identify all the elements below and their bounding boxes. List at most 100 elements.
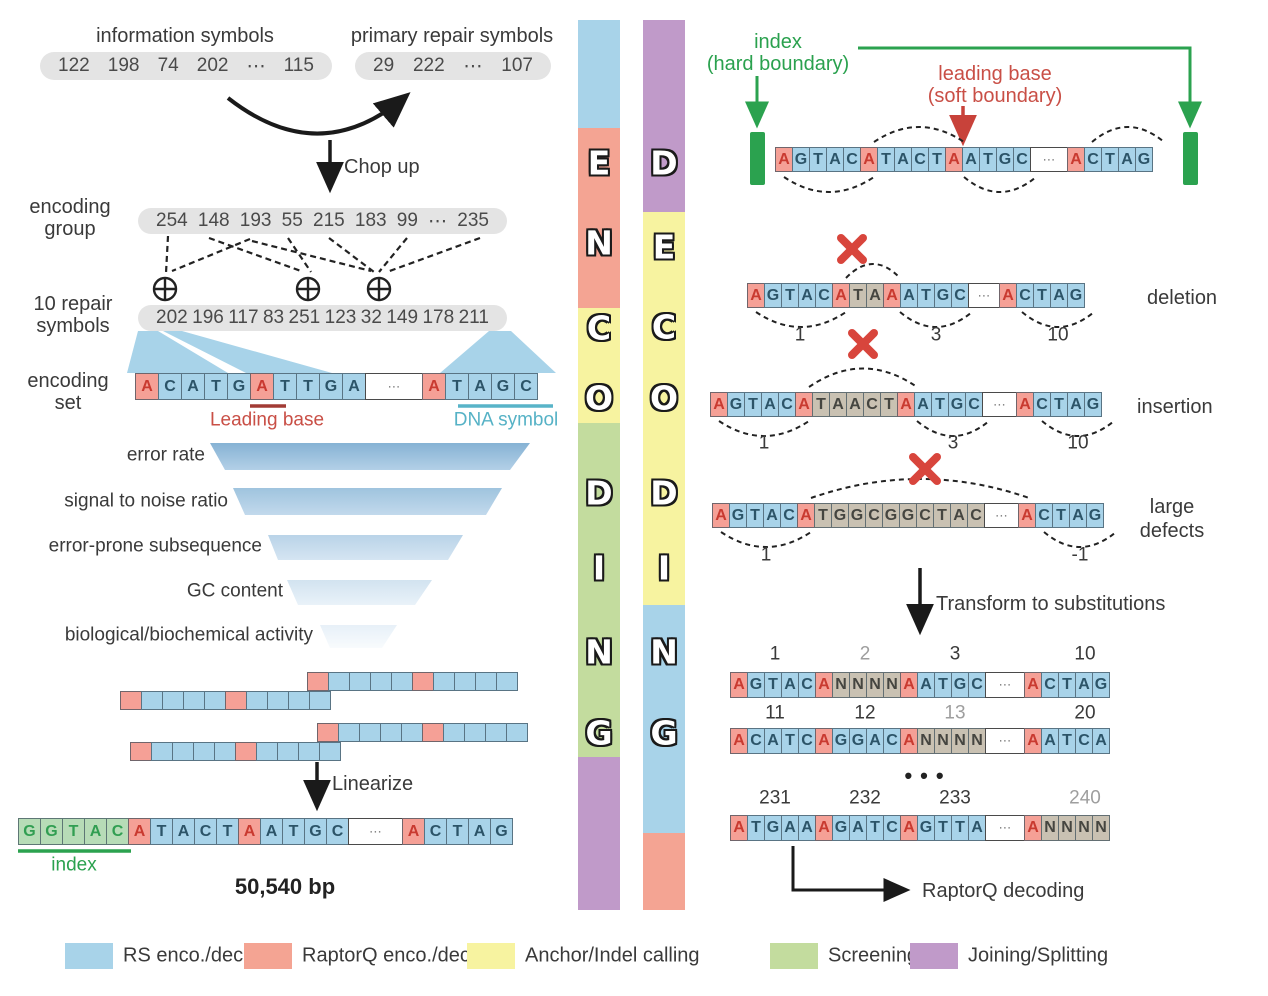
dna-cell: A [798, 283, 816, 308]
dna-cell: T [933, 503, 951, 528]
dna-cell [443, 723, 465, 742]
dna-cell: C [967, 503, 985, 528]
dna-cell: T [1101, 147, 1119, 172]
pill-number: 222 [412, 55, 445, 76]
pill-number: 196 [192, 307, 224, 328]
dna-cell [401, 723, 423, 742]
text-label: 233 [939, 787, 971, 809]
hard-boundary-bar [750, 132, 1198, 185]
linearized-strand: G G T A C A T A C T A A T G C ⋯ A C T A G [18, 818, 513, 845]
dna-cell: N [1092, 815, 1110, 841]
dna-cell [433, 672, 455, 691]
dna-cell: A [468, 373, 492, 400]
dna-cell: A [1092, 728, 1110, 754]
encoding-bar-letter: C [586, 308, 612, 348]
dna-cell: N [917, 728, 935, 754]
dna-cell: C [1035, 503, 1053, 528]
decoding-bar-letter: O [649, 378, 679, 418]
dna-cell: A [747, 283, 765, 308]
decoding-bar-letter: N [650, 632, 678, 672]
dna-cell: A [260, 818, 283, 845]
text-label: Leading base [209, 409, 325, 431]
dna-cell: C [951, 283, 969, 308]
substitution-1-strand: A G T A C A N N N N A A T G C ⋯ A C T A G [730, 672, 1110, 698]
dna-cell: A [798, 815, 816, 841]
pill-number: 235 [457, 210, 489, 231]
dna-cell: N [1058, 815, 1076, 841]
decoding-bar-segment [643, 605, 685, 833]
text-label: symbols [36, 315, 110, 337]
text-label: 1 [760, 544, 772, 566]
dna-cell [204, 691, 226, 710]
dna-cell [162, 691, 184, 710]
dna-cell: A [181, 373, 205, 400]
dna-cell [183, 691, 205, 710]
dna-cell: T [866, 815, 884, 841]
dna-cell [349, 672, 371, 691]
dna-cell: A [84, 818, 107, 845]
dna-cell [246, 691, 268, 710]
pill-number: 122 [58, 55, 90, 76]
dna-cell: C [968, 672, 986, 698]
legend-label: RS enco./deco. [123, 944, 260, 967]
dna-cell [277, 742, 299, 761]
dna-cell: C [747, 728, 765, 754]
decoding-bar-letter: D [650, 473, 678, 513]
dna-cell [391, 672, 413, 691]
dna-cell: C [158, 373, 182, 400]
dna-cell: C [815, 283, 833, 308]
dna-gap-cell: ⋯ [985, 728, 1025, 754]
dna-cell [454, 672, 476, 691]
dna-cell [130, 742, 152, 761]
dna-cell: A [135, 373, 159, 400]
dna-cell: T [1058, 672, 1076, 698]
xor-connector-lines [164, 235, 481, 274]
text-label: Transform to substitutions [936, 593, 1166, 615]
text-label: (soft boundary) [927, 85, 1063, 107]
substitution-2-strand: A C A T C A G G A C A N N N N ⋯ A A T C A [730, 728, 1110, 754]
dna-cell: A [764, 728, 782, 754]
pill-number: 117 [228, 307, 259, 328]
pill-number: 198 [107, 55, 140, 76]
dna-cell: G [227, 373, 251, 400]
pill-number: 149 [386, 307, 419, 328]
decoding-bar-letter: D [650, 143, 678, 183]
legend-label: Anchor/Indel calling [525, 944, 700, 967]
text-label: 10 repair [33, 293, 113, 315]
pill-number: ⋯ [463, 55, 483, 77]
pill-number: 202 [156, 307, 188, 328]
dna-cell [214, 742, 236, 761]
text-label: 1 [769, 643, 781, 665]
encoding-bar-letter: O [584, 378, 614, 418]
dna-cell: A [849, 815, 867, 841]
dna-cell: C [865, 503, 883, 528]
legend-swatch [467, 943, 515, 969]
index-elbow-arrow [858, 46, 1202, 129]
dna-cell [235, 742, 257, 761]
dna-cell: T [1033, 283, 1051, 308]
text-label: index [754, 31, 802, 53]
dna-cell: C [1075, 728, 1093, 754]
dna-cell: C [916, 503, 934, 528]
pill-number: 99 [396, 210, 418, 231]
dna-cell [485, 723, 507, 742]
dna-cell [172, 742, 194, 761]
text-label: index [51, 854, 97, 876]
dna-cell: T [445, 373, 469, 400]
dna-cell: G [882, 503, 900, 528]
dna-cell [193, 742, 215, 761]
dna-cell: A [968, 815, 986, 841]
pill-number: 107 [501, 55, 533, 76]
text-label: group [44, 218, 96, 240]
legend-label: RaptorQ enco./deco. [302, 944, 487, 967]
text-label: set [54, 392, 82, 414]
dna-cell: A [250, 373, 274, 400]
text-label: 3 [949, 643, 961, 665]
pill-number: 32 [360, 307, 382, 328]
dna-cell: C [424, 818, 447, 845]
encoding-set-strand: A C A T G A T T G A ⋯ A T A G C [135, 373, 538, 400]
dna-cell: A [815, 815, 833, 841]
dna-cell: A [781, 815, 799, 841]
dna-cell: G [934, 283, 952, 308]
dna-cell: G [1092, 672, 1110, 698]
